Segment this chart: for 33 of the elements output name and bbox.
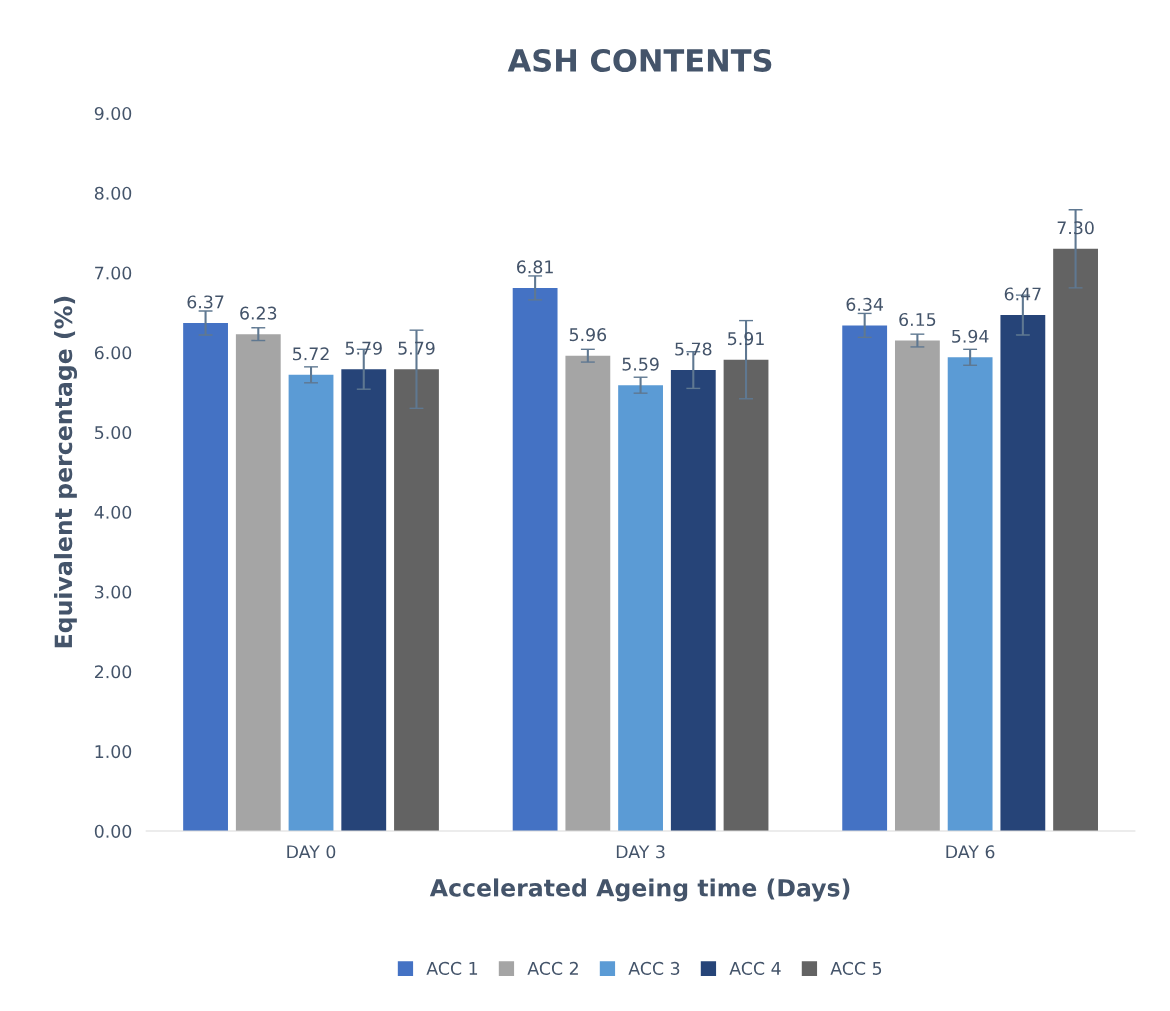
legend-label: ACC 2 <box>527 961 578 975</box>
data-label: 6.23 <box>240 306 277 320</box>
y-tick-label: 4.00 <box>94 505 132 519</box>
data-label: 5.78 <box>675 342 712 356</box>
y-tick-label: 1.00 <box>95 745 132 759</box>
data-label: 6.81 <box>517 260 553 274</box>
data-label: 5.59 <box>622 357 659 371</box>
data-label: 6.34 <box>846 297 884 311</box>
y-tick-label: 2.00 <box>94 665 132 679</box>
chart-title: ASH CONTENTS <box>507 48 772 72</box>
data-label: 5.79 <box>345 341 382 355</box>
y-tick-label: 8.00 <box>94 186 132 200</box>
y-tick-label: 9.00 <box>94 106 132 121</box>
y-tick-label: 6.00 <box>94 346 132 360</box>
legend-label: ACC 4 <box>729 961 781 975</box>
y-axis-title: Equivalent percentage (%) <box>54 296 78 648</box>
data-label: 6.47 <box>1004 287 1041 301</box>
x-axis-title: Accelerated Ageing time (Days) <box>429 878 850 902</box>
data-label: 5.72 <box>293 347 329 361</box>
legend-label: ACC 5 <box>830 961 882 975</box>
legend-label: ACC 1 <box>426 961 478 975</box>
x-tick-label: DAY 6 <box>946 845 995 859</box>
legend-label: ACC 3 <box>628 961 680 975</box>
y-tick-label: 5.00 <box>95 425 132 440</box>
x-tick-label: DAY 3 <box>616 845 665 859</box>
y-tick-label: 7.00 <box>95 266 132 280</box>
data-label: 6.37 <box>187 295 224 309</box>
data-label: 5.94 <box>952 329 989 343</box>
x-tick-label: DAY 0 <box>287 845 336 859</box>
data-label: 5.96 <box>569 328 607 342</box>
y-tick-label: 0.00 <box>94 824 132 838</box>
y-tick-label: 3.00 <box>95 585 132 599</box>
data-label: 6.15 <box>899 312 936 327</box>
